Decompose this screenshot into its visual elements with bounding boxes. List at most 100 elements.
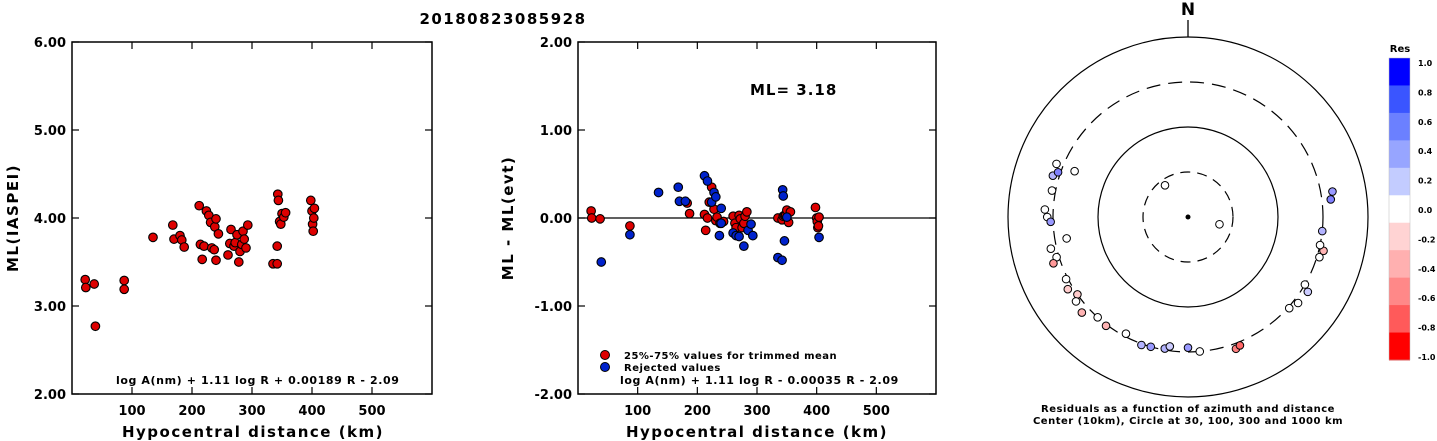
data-point bbox=[710, 192, 721, 202]
station-marker bbox=[1317, 226, 1327, 236]
data-point bbox=[810, 202, 821, 213]
data-point bbox=[199, 241, 209, 252]
x-tick-label: 500 bbox=[863, 404, 890, 419]
data-point bbox=[684, 208, 695, 219]
colorbar-label: -0.8 bbox=[1418, 324, 1436, 333]
y-tick-label: 5.00 bbox=[34, 124, 66, 139]
data-point bbox=[777, 255, 787, 266]
x-tick-label: 100 bbox=[118, 404, 145, 419]
station-marker bbox=[1046, 244, 1056, 253]
colorbar-cell bbox=[1389, 112, 1410, 141]
x-tick-label: 300 bbox=[238, 404, 265, 419]
station-markers bbox=[1040, 159, 1337, 356]
colorbar-label: -0.4 bbox=[1418, 265, 1436, 274]
colorbar-border bbox=[1388, 57, 1411, 361]
azimuth-residual-panel: N Residuals as a function of azimuth and… bbox=[1007, 0, 1369, 427]
data-point bbox=[747, 230, 758, 241]
colorbar-cell bbox=[1389, 140, 1410, 169]
station-marker bbox=[1049, 259, 1058, 268]
data-point bbox=[625, 229, 635, 240]
colorbar-cell bbox=[1389, 332, 1410, 361]
data-point bbox=[80, 282, 91, 293]
colorbar-cell bbox=[1389, 222, 1410, 251]
data-point bbox=[90, 321, 101, 332]
station-marker bbox=[1326, 195, 1336, 204]
caption-line-1: Residuals as a function of azimuth and d… bbox=[1041, 404, 1335, 415]
colorbar-label: 0.0 bbox=[1418, 206, 1433, 215]
station-marker bbox=[1071, 297, 1081, 306]
data-point bbox=[746, 219, 756, 230]
station-marker bbox=[1046, 217, 1055, 227]
data-point bbox=[179, 242, 190, 252]
data-point bbox=[308, 226, 319, 237]
north-label: N bbox=[1181, 0, 1195, 20]
station-marker bbox=[1063, 284, 1073, 294]
station-marker bbox=[1235, 341, 1245, 350]
ring-1000km bbox=[1007, 36, 1369, 398]
station-marker bbox=[1303, 287, 1313, 297]
data-point bbox=[653, 187, 664, 198]
ml-residual-panel: 100 200 300 400 500 -2.00 -1.00 0.00 1.00 2.00 ML… bbox=[499, 36, 937, 441]
y-axis-label: ML - ML(evt) bbox=[499, 156, 517, 280]
data-point bbox=[89, 279, 100, 289]
data-point bbox=[194, 200, 205, 211]
legend-marker-trimmed bbox=[600, 350, 610, 360]
station-marker bbox=[1293, 298, 1303, 308]
data-point bbox=[586, 213, 597, 223]
data-point bbox=[673, 182, 684, 193]
x-tick-label: 400 bbox=[803, 404, 830, 419]
data-point bbox=[625, 221, 635, 231]
colorbar-cell bbox=[1389, 85, 1410, 114]
colorbar-label: -0.6 bbox=[1418, 294, 1436, 303]
y-axis-label: ML(IASPEI) bbox=[4, 164, 22, 272]
data-point bbox=[739, 241, 749, 252]
station-marker bbox=[1146, 342, 1156, 352]
data-point bbox=[680, 196, 691, 207]
data-point bbox=[197, 254, 208, 265]
plot-frame bbox=[71, 41, 433, 395]
colorbar-label: 0.4 bbox=[1418, 147, 1433, 156]
y-tick-label: 3.00 bbox=[34, 300, 66, 315]
x-tick-label: 400 bbox=[298, 404, 325, 419]
data-point bbox=[239, 234, 250, 244]
caption-line-2: Center (10km), Circle at 30, 100, 300 an… bbox=[1033, 416, 1343, 427]
legend-label-rejected: Rejected values bbox=[624, 363, 721, 374]
data-point bbox=[716, 203, 727, 214]
legend-marker-rejected bbox=[600, 362, 610, 372]
station-marker bbox=[1073, 290, 1082, 299]
data-point bbox=[742, 206, 752, 217]
data-point bbox=[814, 212, 824, 222]
station-marker bbox=[1315, 252, 1324, 262]
ml-iaspei-panel: 100 200 300 400 500 2.00 3.00 4.00 5.00 6.00 Hypo… bbox=[4, 36, 433, 441]
data-point bbox=[213, 228, 224, 239]
station-marker bbox=[1300, 280, 1310, 289]
x-tick-label: 500 bbox=[358, 404, 385, 419]
x-axis-label: Hypocentral distance (km) bbox=[122, 423, 384, 441]
ring-300km bbox=[1052, 81, 1324, 353]
y-tick-label: -2.00 bbox=[535, 388, 572, 403]
data-point bbox=[233, 257, 244, 267]
data-points bbox=[80, 189, 320, 332]
station-marker bbox=[1053, 167, 1063, 177]
station-marker bbox=[1070, 166, 1079, 176]
axis-ticks: 100 200 300 400 500 2.00 3.00 4.00 5.00 6.00 bbox=[34, 36, 432, 419]
data-point bbox=[595, 214, 605, 224]
formula-label: log A(nm) + 1.11 log R - 0.00035 R - 2.0… bbox=[620, 374, 899, 387]
data-point bbox=[308, 213, 319, 223]
station-marker bbox=[1160, 181, 1170, 190]
colorbar-label: -0.2 bbox=[1418, 235, 1436, 244]
y-tick-label: -1.00 bbox=[535, 300, 572, 315]
data-point bbox=[778, 191, 789, 201]
y-tick-label: 2.00 bbox=[34, 388, 66, 403]
colorbar-label: 0.6 bbox=[1418, 118, 1433, 127]
station-marker bbox=[1047, 186, 1057, 195]
data-point bbox=[716, 218, 727, 229]
station-marker bbox=[1137, 340, 1146, 350]
data-point bbox=[272, 258, 283, 269]
colorbar-labels: 1.0 0.8 0.6 0.4 0.2 0.0 -0.2 -0.4 -0.6 -0.8 -1.0 bbox=[1418, 59, 1436, 362]
data-point bbox=[305, 195, 316, 206]
y-tick-label: 6.00 bbox=[34, 36, 66, 51]
data-point bbox=[223, 250, 233, 260]
colorbar-label: -1.0 bbox=[1418, 353, 1436, 362]
